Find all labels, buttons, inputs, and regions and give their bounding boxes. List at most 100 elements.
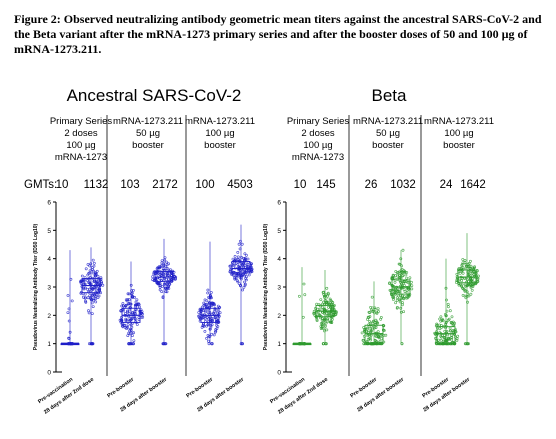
data-point xyxy=(455,339,459,342)
data-point xyxy=(159,265,163,269)
data-point xyxy=(404,273,408,277)
gmt-value: 2172 xyxy=(152,179,178,191)
data-point xyxy=(467,270,470,274)
data-point xyxy=(325,286,329,290)
data-point xyxy=(450,338,454,342)
y-tick-label: 4 xyxy=(47,256,51,263)
data-point xyxy=(141,312,144,316)
data-point xyxy=(370,295,374,299)
gmt-label: GMTs: xyxy=(24,179,57,191)
data-point xyxy=(246,265,250,268)
data-point xyxy=(402,310,406,314)
data-point xyxy=(369,305,373,309)
data-point xyxy=(470,288,474,292)
y-tick-label: 2 xyxy=(47,313,51,320)
data-point xyxy=(80,274,84,278)
data-point xyxy=(327,311,331,315)
data-point xyxy=(408,276,412,280)
data-point xyxy=(231,257,235,261)
y-axis-label: Pseudovirus Neutralizing Antibody Titer … xyxy=(263,223,269,350)
data-point xyxy=(441,341,445,345)
data-point xyxy=(206,291,210,295)
data-point xyxy=(86,273,90,277)
data-point xyxy=(360,331,364,335)
data-point xyxy=(84,267,88,271)
y-tick-label: 3 xyxy=(47,285,51,292)
data-point xyxy=(327,305,330,309)
data-point xyxy=(404,280,408,284)
data-point xyxy=(124,311,127,315)
data-point xyxy=(165,272,169,276)
data-point xyxy=(237,242,241,246)
data-point xyxy=(125,299,129,303)
data-point xyxy=(126,325,130,329)
data-point xyxy=(164,290,168,294)
data-point xyxy=(325,328,329,332)
data-point xyxy=(243,280,246,284)
data-point xyxy=(397,290,400,293)
data-point xyxy=(456,334,460,338)
data-point xyxy=(369,323,373,327)
y-tick-label: 1 xyxy=(277,341,281,348)
data-point xyxy=(448,309,452,313)
data-point xyxy=(459,284,463,288)
gmt-value: 1642 xyxy=(460,179,486,191)
box xyxy=(457,269,477,284)
data-point xyxy=(132,331,136,335)
data-point xyxy=(128,342,132,346)
gmt-value: 1032 xyxy=(390,179,416,191)
data-point xyxy=(126,334,130,338)
data-point xyxy=(469,278,473,282)
data-point xyxy=(91,342,94,346)
gmt-value: 1132 xyxy=(84,179,109,191)
data-point xyxy=(130,292,133,296)
data-point xyxy=(94,274,97,278)
data-point xyxy=(468,266,472,270)
data-point xyxy=(302,282,306,286)
y-axis-label: Pseudovirus Neutralizing Antibody Titer … xyxy=(33,223,39,350)
data-point xyxy=(465,342,469,346)
data-point xyxy=(250,267,254,271)
data-point xyxy=(321,290,325,294)
x-category-label: Pre-booster xyxy=(185,376,214,399)
data-point xyxy=(160,259,164,263)
data-point xyxy=(70,299,74,303)
data-point xyxy=(395,298,399,302)
data-point xyxy=(440,318,444,322)
data-point xyxy=(135,323,139,326)
data-point xyxy=(210,303,214,307)
data-point xyxy=(435,322,439,326)
data-point xyxy=(92,298,96,302)
data-point xyxy=(92,269,95,273)
panel-title: Ancestral SARS-CoV-2 xyxy=(67,86,242,105)
data-point xyxy=(127,311,131,315)
data-point xyxy=(405,271,409,274)
data-point xyxy=(213,303,216,307)
data-point xyxy=(319,325,323,328)
data-point xyxy=(371,309,375,313)
data-point xyxy=(320,305,324,309)
data-point xyxy=(203,329,207,333)
data-point xyxy=(137,303,141,307)
data-point xyxy=(241,342,244,346)
data-point xyxy=(468,259,472,263)
data-point xyxy=(121,302,125,305)
data-point xyxy=(209,315,213,319)
data-point xyxy=(91,258,95,262)
data-point xyxy=(330,299,333,303)
data-point xyxy=(462,287,466,291)
data-point xyxy=(449,329,453,333)
data-point xyxy=(377,336,381,340)
data-point xyxy=(133,317,137,320)
data-point xyxy=(375,335,379,339)
panel-title: Beta xyxy=(372,86,408,105)
data-point xyxy=(303,293,307,297)
data-point xyxy=(330,307,333,311)
data-point xyxy=(326,318,330,322)
gmt-value: 100 xyxy=(195,179,214,191)
data-point xyxy=(238,239,242,243)
data-point xyxy=(126,292,130,296)
data-point xyxy=(228,264,232,268)
data-point xyxy=(312,311,316,315)
y-tick-label: 2 xyxy=(277,313,281,320)
